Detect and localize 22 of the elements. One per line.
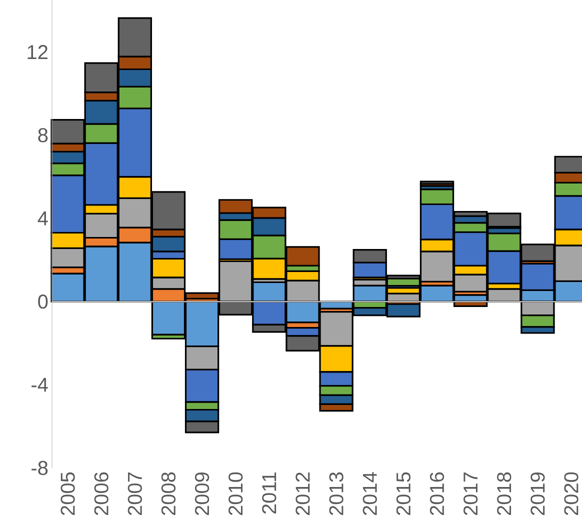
x-tick-label: 2017: [463, 472, 478, 516]
x-tick-label: 2012: [296, 472, 310, 516]
y-tick-label: 0: [38, 294, 48, 309]
y-tick-label: -8: [32, 460, 48, 476]
x-tick-label: 2014: [362, 472, 377, 516]
y-tick-label: 12: [28, 45, 48, 59]
y-tick-label: -4: [32, 378, 48, 392]
x-tick-label: 2015: [396, 472, 411, 516]
x-tick-label: 2007: [128, 472, 142, 516]
x-tick-label: 2013: [329, 472, 344, 516]
x-tick-label: 2016: [430, 472, 444, 516]
x-tick-label: 2011: [262, 472, 276, 514]
x-tick-label: 2008: [161, 472, 176, 516]
x-tick-label: 2010: [228, 472, 243, 516]
x-tick-label: 2019: [530, 472, 545, 516]
x-tick-label: 2006: [94, 472, 108, 516]
x-tick-label: 2018: [497, 472, 512, 516]
x-tick-label: 2009: [194, 472, 210, 516]
y-tick-label: 8: [38, 128, 48, 142]
x-tick-label: 2020: [564, 472, 578, 516]
y-tick-label: 4: [38, 212, 48, 226]
x-tick-label: 2005: [60, 472, 75, 516]
